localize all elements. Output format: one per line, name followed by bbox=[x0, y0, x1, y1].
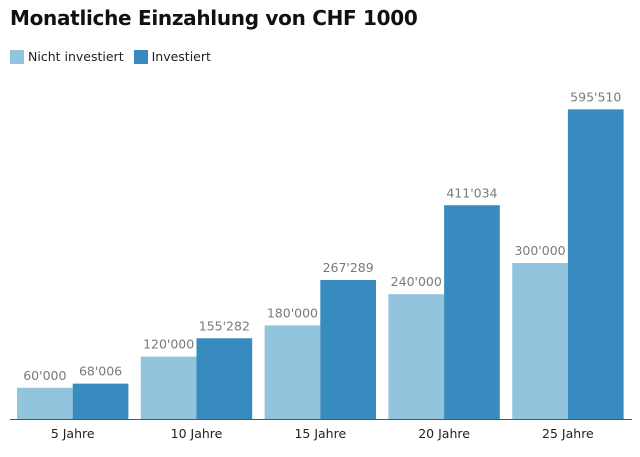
data-label: 300'000 bbox=[514, 243, 565, 258]
data-label: 120'000 bbox=[143, 337, 194, 352]
x-tick-label: 10 Jahre bbox=[171, 426, 223, 441]
data-label: 155'282 bbox=[199, 318, 250, 333]
bar bbox=[196, 338, 253, 419]
data-label: 411'034 bbox=[446, 185, 497, 200]
legend-item-nicht-investiert: Nicht investiert bbox=[10, 49, 124, 64]
bar bbox=[388, 294, 445, 419]
legend-label: Investiert bbox=[151, 49, 211, 64]
data-label: 240'000 bbox=[391, 274, 442, 289]
data-label: 267'289 bbox=[323, 260, 374, 275]
data-label: 60'000 bbox=[23, 368, 66, 383]
legend-swatch bbox=[10, 49, 24, 64]
bar bbox=[320, 280, 376, 419]
bar bbox=[140, 356, 197, 419]
bar bbox=[72, 383, 129, 419]
bar bbox=[512, 263, 568, 419]
data-label: 68'006 bbox=[79, 364, 122, 379]
legend-item-investiert: Investiert bbox=[133, 49, 211, 64]
bar bbox=[264, 325, 321, 419]
legend-label: Nicht investiert bbox=[28, 49, 124, 64]
data-label: 180'000 bbox=[267, 305, 318, 320]
legend-swatch bbox=[133, 49, 148, 64]
x-tick-label: 5 Jahre bbox=[51, 426, 95, 441]
bar bbox=[444, 205, 500, 419]
legend: Nicht investiert Investiert bbox=[10, 49, 211, 64]
x-tick-label: 15 Jahre bbox=[294, 426, 346, 441]
chart-title: Monatliche Einzahlung von CHF 1000 bbox=[10, 6, 418, 30]
x-tick-label: 20 Jahre bbox=[418, 426, 470, 441]
bar bbox=[17, 387, 73, 419]
data-label: 595'510 bbox=[570, 89, 621, 104]
x-tick-label: 25 Jahre bbox=[542, 426, 594, 441]
bar bbox=[567, 109, 624, 419]
